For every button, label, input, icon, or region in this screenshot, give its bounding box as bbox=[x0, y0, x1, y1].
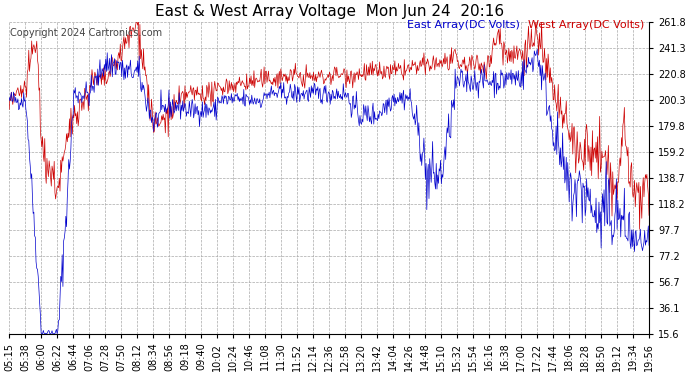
Text: Copyright 2024 Cartronics.com: Copyright 2024 Cartronics.com bbox=[10, 28, 163, 38]
Title: East & West Array Voltage  Mon Jun 24  20:16: East & West Array Voltage Mon Jun 24 20:… bbox=[155, 4, 504, 19]
Legend: East Array(DC Volts), West Array(DC Volts): East Array(DC Volts), West Array(DC Volt… bbox=[402, 15, 649, 34]
